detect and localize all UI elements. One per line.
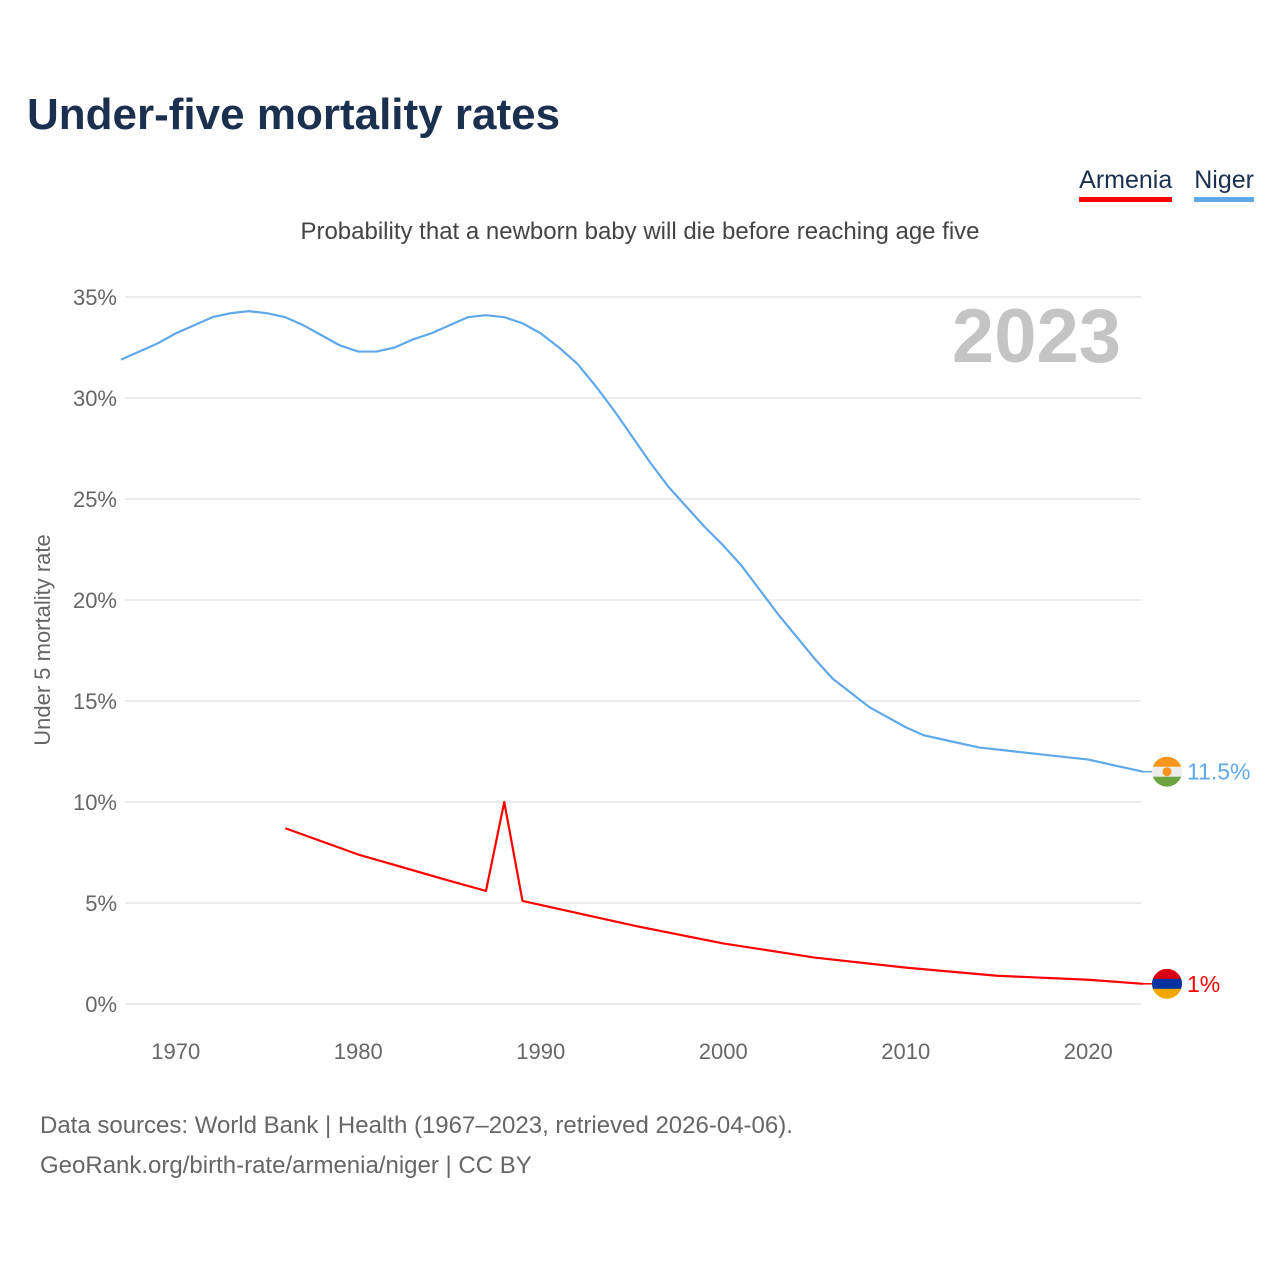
end-label-niger: 11.5% [1187,759,1251,785]
legend-niger[interactable]: Niger [1194,166,1254,202]
y-tick-label: 20% [73,588,117,613]
series-line-armenia [284,800,1144,985]
x-tick-label: 1980 [334,1039,383,1064]
x-tick-label: 2020 [1064,1039,1113,1064]
end-label-armenia: 1% [1187,971,1220,997]
x-tick-label: 2010 [881,1039,930,1064]
y-tick-label: 35% [73,285,117,310]
data-source: Data sources: World Bank | Health (1967–… [40,1112,793,1139]
chart-subtitle: Probability that a newborn baby will die… [300,218,980,245]
series-line-niger [120,310,1144,773]
chart-title: Under-five mortality rates [27,90,561,139]
y-axis-label: Under 5 mortality rate [30,534,55,746]
legend: Armenia Niger [1079,166,1254,202]
x-tick-label: 1970 [151,1039,200,1064]
x-tick-label: 2000 [699,1039,748,1064]
y-tick-label: 5% [85,891,117,916]
y-tick-label: 15% [73,689,117,714]
y-tick-label: 10% [73,790,117,815]
attribution: GeoRank.org/birth-rate/armenia/niger | C… [40,1152,532,1179]
y-tick-label: 30% [73,386,117,411]
niger-flag-icon [1152,756,1182,787]
x-tick-label: 1990 [516,1039,565,1064]
y-tick-label: 0% [85,992,117,1017]
footer: Data sources: World Bank | Health (1967–… [40,1106,793,1186]
armenia-flag-icon [1152,968,1182,999]
year-label: 2023 [952,294,1121,379]
legend-armenia[interactable]: Armenia [1079,166,1173,202]
y-tick-label: 25% [73,487,117,512]
